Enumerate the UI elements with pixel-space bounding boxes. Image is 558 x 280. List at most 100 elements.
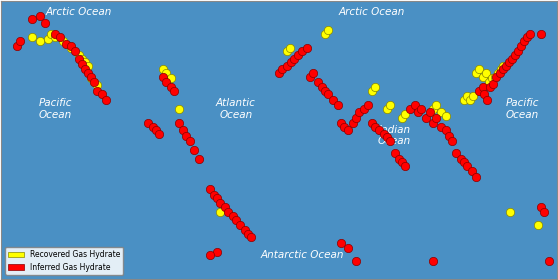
Text: Antarctic Ocean: Antarctic Ocean: [261, 250, 344, 260]
Inferred Gas Hydrate: [93, 88, 102, 93]
Text: Arctic Ocean: Arctic Ocean: [338, 7, 405, 17]
Inferred Gas Hydrate: [421, 115, 430, 120]
Inferred Gas Hydrate: [321, 88, 330, 93]
Inferred Gas Hydrate: [12, 44, 21, 48]
Recovered Gas Hydrate: [46, 31, 55, 36]
Recovered Gas Hydrate: [167, 76, 176, 81]
Inferred Gas Hydrate: [220, 205, 229, 209]
Recovered Gas Hydrate: [463, 94, 472, 99]
Inferred Gas Hydrate: [80, 67, 89, 72]
Inferred Gas Hydrate: [336, 241, 345, 245]
Inferred Gas Hydrate: [240, 228, 249, 233]
Recovered Gas Hydrate: [498, 64, 507, 68]
Recovered Gas Hydrate: [174, 106, 183, 111]
Inferred Gas Hydrate: [436, 124, 445, 129]
Inferred Gas Hydrate: [511, 53, 519, 57]
Text: Indian
Ocean: Indian Ocean: [378, 125, 411, 146]
Inferred Gas Hydrate: [390, 151, 399, 156]
Inferred Gas Hydrate: [287, 60, 296, 64]
Inferred Gas Hydrate: [205, 253, 214, 258]
Inferred Gas Hydrate: [77, 62, 86, 66]
Inferred Gas Hydrate: [344, 246, 353, 250]
Inferred Gas Hydrate: [174, 121, 183, 125]
Inferred Gas Hydrate: [56, 35, 65, 39]
Inferred Gas Hydrate: [504, 60, 513, 64]
Inferred Gas Hydrate: [429, 258, 437, 263]
Recovered Gas Hydrate: [285, 46, 294, 50]
Inferred Gas Hydrate: [16, 38, 25, 43]
Inferred Gas Hydrate: [244, 232, 253, 236]
Inferred Gas Hydrate: [51, 31, 60, 36]
Inferred Gas Hydrate: [486, 85, 495, 90]
Recovered Gas Hydrate: [398, 115, 407, 120]
Inferred Gas Hydrate: [318, 85, 326, 90]
Inferred Gas Hydrate: [379, 132, 388, 136]
Inferred Gas Hydrate: [232, 217, 240, 222]
Recovered Gas Hydrate: [80, 60, 89, 64]
Recovered Gas Hydrate: [497, 67, 506, 72]
Inferred Gas Hydrate: [426, 110, 435, 115]
Inferred Gas Hydrate: [313, 80, 322, 84]
Inferred Gas Hydrate: [278, 67, 287, 72]
Recovered Gas Hydrate: [472, 71, 481, 75]
Inferred Gas Hydrate: [429, 121, 437, 125]
Inferred Gas Hydrate: [167, 85, 176, 90]
Inferred Gas Hydrate: [143, 121, 152, 125]
Inferred Gas Hydrate: [224, 210, 233, 215]
Inferred Gas Hydrate: [324, 92, 333, 97]
Inferred Gas Hydrate: [526, 31, 535, 36]
Recovered Gas Hydrate: [490, 74, 499, 79]
Inferred Gas Hydrate: [395, 157, 404, 161]
Recovered Gas Hydrate: [43, 37, 52, 41]
Recovered Gas Hydrate: [83, 64, 92, 68]
Inferred Gas Hydrate: [102, 97, 110, 102]
Inferred Gas Hydrate: [416, 106, 425, 111]
Recovered Gas Hydrate: [51, 35, 60, 39]
Inferred Gas Hydrate: [355, 110, 364, 115]
Inferred Gas Hydrate: [444, 133, 453, 138]
Inferred Gas Hydrate: [478, 85, 487, 90]
Recovered Gas Hydrate: [469, 94, 478, 99]
Inferred Gas Hydrate: [375, 128, 384, 132]
Inferred Gas Hydrate: [236, 223, 245, 227]
Inferred Gas Hydrate: [210, 192, 219, 197]
Recovered Gas Hydrate: [77, 56, 86, 61]
Inferred Gas Hydrate: [359, 106, 368, 111]
Recovered Gas Hydrate: [321, 31, 330, 36]
Inferred Gas Hydrate: [179, 128, 188, 132]
Inferred Gas Hydrate: [349, 121, 358, 125]
Inferred Gas Hydrate: [441, 128, 450, 132]
Recovered Gas Hydrate: [282, 49, 291, 54]
Recovered Gas Hydrate: [481, 71, 490, 75]
Inferred Gas Hydrate: [498, 67, 507, 72]
Inferred Gas Hydrate: [467, 169, 476, 174]
Inferred Gas Hydrate: [367, 121, 376, 125]
Inferred Gas Hydrate: [151, 128, 160, 132]
Recovered Gas Hydrate: [441, 114, 450, 118]
Recovered Gas Hydrate: [478, 74, 487, 79]
Recovered Gas Hydrate: [370, 85, 379, 90]
Inferred Gas Hydrate: [507, 56, 516, 61]
Recovered Gas Hydrate: [493, 71, 502, 75]
Inferred Gas Hydrate: [344, 128, 353, 132]
Inferred Gas Hydrate: [148, 124, 157, 129]
Inferred Gas Hydrate: [472, 174, 481, 179]
Inferred Gas Hydrate: [452, 151, 461, 156]
Inferred Gas Hydrate: [329, 97, 338, 102]
Inferred Gas Hydrate: [190, 148, 199, 152]
Inferred Gas Hydrate: [480, 92, 489, 97]
Inferred Gas Hydrate: [66, 44, 75, 48]
Inferred Gas Hydrate: [519, 38, 528, 43]
Inferred Gas Hydrate: [154, 132, 163, 136]
Inferred Gas Hydrate: [216, 201, 225, 206]
Inferred Gas Hydrate: [40, 21, 49, 25]
Inferred Gas Hydrate: [545, 258, 554, 263]
Inferred Gas Hydrate: [398, 160, 407, 165]
Inferred Gas Hydrate: [339, 124, 348, 129]
Recovered Gas Hydrate: [36, 38, 45, 43]
Inferred Gas Hydrate: [483, 97, 492, 102]
Inferred Gas Hydrate: [513, 49, 522, 54]
Recovered Gas Hydrate: [487, 76, 496, 81]
Recovered Gas Hydrate: [59, 38, 68, 43]
Inferred Gas Hydrate: [205, 187, 214, 192]
